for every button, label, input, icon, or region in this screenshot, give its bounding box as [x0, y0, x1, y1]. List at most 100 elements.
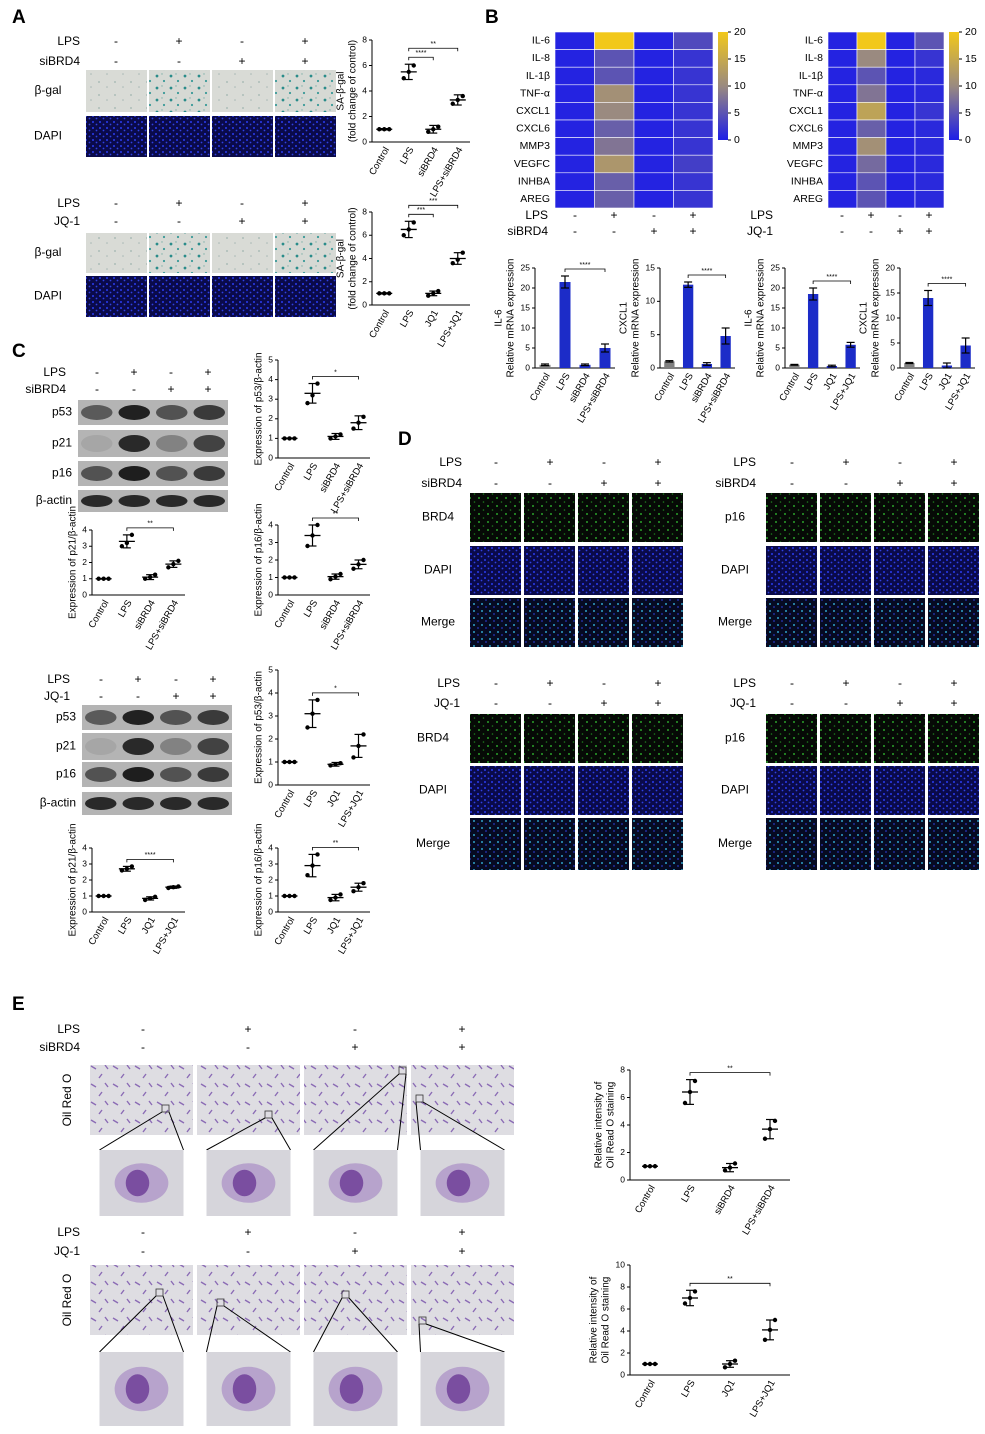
row-label: TNF-α	[520, 87, 550, 99]
y-tick-label: 2	[620, 1347, 625, 1357]
zoom-line	[99, 1295, 157, 1353]
heatmap-cell	[856, 31, 887, 50]
micrograph	[470, 714, 521, 763]
y-tick-label: 20	[771, 282, 781, 292]
heatmap-cell	[914, 66, 945, 86]
heatmap-cell	[673, 84, 714, 103]
heatmap-cell	[827, 66, 858, 86]
treatment-sign: -	[177, 214, 181, 228]
micrograph	[578, 766, 629, 815]
heatmap-cell	[856, 154, 887, 174]
heatmap-cell	[914, 84, 945, 103]
point	[401, 233, 406, 238]
treatment-sign: -	[141, 1225, 145, 1239]
heatmap-cell	[827, 119, 858, 138]
x-tick-label: LPS	[679, 1378, 698, 1399]
x-tick-label: Control	[777, 371, 802, 403]
y-axis-label: Oil Read O staining	[606, 1082, 617, 1169]
point	[305, 725, 310, 730]
colorbar	[718, 32, 728, 140]
y-tick-label: 2	[268, 413, 273, 423]
treatment-sign: -	[246, 1244, 250, 1258]
x-tick-label: JQ1	[325, 915, 343, 936]
significance-bracket	[126, 859, 174, 863]
treatment-sign: -	[898, 455, 902, 469]
x-tick-label: siBRD4	[415, 145, 441, 178]
heatmap-cell	[827, 84, 858, 103]
micrograph	[411, 1065, 514, 1135]
bar	[960, 345, 971, 368]
heatmap-cell	[633, 84, 674, 103]
micrograph	[470, 493, 521, 542]
y-tick-label: 2	[268, 733, 273, 743]
heatmap-cell	[554, 102, 595, 121]
significance-label: ****	[701, 268, 712, 275]
colorbar-tick-label: 5	[965, 107, 971, 119]
point	[315, 522, 320, 528]
micrograph	[820, 546, 871, 595]
micrograph	[275, 233, 336, 273]
image-row-label: DAPI	[721, 563, 749, 577]
point	[315, 852, 320, 857]
heatmap-cell	[554, 84, 595, 103]
treatment-sign: -	[95, 382, 99, 396]
heatmap-cell	[554, 49, 595, 68]
heatmap-cell	[633, 154, 674, 174]
heatmap-cell	[827, 102, 858, 121]
nucleus	[446, 1169, 471, 1197]
blot-strip	[82, 792, 232, 815]
micrograph	[820, 598, 871, 647]
nucleus	[446, 1374, 471, 1404]
micrograph	[90, 1265, 193, 1335]
y-tick-label: 2	[362, 111, 367, 121]
micrograph	[766, 546, 817, 595]
blot-band	[160, 797, 192, 810]
treatment-sign: -	[573, 208, 577, 222]
bar	[579, 364, 591, 368]
treatment-sign: +	[301, 196, 308, 210]
treatment-sign: -	[141, 1040, 145, 1054]
heatmap-cell	[554, 66, 595, 86]
heatmap-cell	[673, 119, 714, 138]
treatment-label: LPS	[43, 365, 66, 379]
point	[338, 571, 343, 577]
treatment-sign: +	[546, 455, 553, 469]
treatment-sign: +	[950, 455, 957, 469]
colorbar-tick-label: 10	[965, 80, 977, 92]
treatment-label: siBRD4	[715, 476, 756, 490]
treatment-sign: -	[141, 1022, 145, 1036]
treatment-sign: +	[650, 224, 657, 238]
significance-bracket	[927, 283, 967, 287]
bar	[701, 364, 713, 368]
heatmap-cell	[856, 66, 887, 86]
micrograph	[149, 233, 210, 273]
heatmap-cell	[633, 31, 674, 50]
treatment-label: JQ-1	[730, 696, 756, 710]
colorbar-tick-label: 20	[965, 26, 977, 38]
zoom-line	[206, 1305, 218, 1353]
treatment-sign: +	[600, 476, 607, 490]
y-tick-label: 3	[268, 710, 273, 720]
image-row-label: DAPI	[721, 783, 749, 797]
micrograph	[212, 116, 273, 157]
micrograph	[304, 1265, 407, 1335]
nucleus	[232, 1374, 257, 1404]
micrograph	[928, 598, 979, 647]
image-row-label: Merge	[416, 836, 450, 850]
blot-band	[156, 405, 188, 420]
heatmap-cell	[633, 66, 674, 86]
row-label: INHBA	[791, 175, 823, 187]
image-row-label: p53	[52, 405, 72, 419]
nucleus	[339, 1374, 364, 1404]
zoom-line	[162, 1295, 184, 1353]
row-label: IL-1β	[799, 70, 823, 82]
blot-band	[197, 797, 229, 810]
micrograph	[578, 818, 629, 870]
treatment-sign: -	[844, 696, 848, 710]
significance-bracket	[687, 274, 727, 278]
point	[129, 864, 135, 869]
micrograph	[86, 233, 147, 273]
image-row-label: p21	[52, 436, 72, 450]
heatmap-cell	[633, 49, 674, 68]
bar	[922, 298, 934, 368]
